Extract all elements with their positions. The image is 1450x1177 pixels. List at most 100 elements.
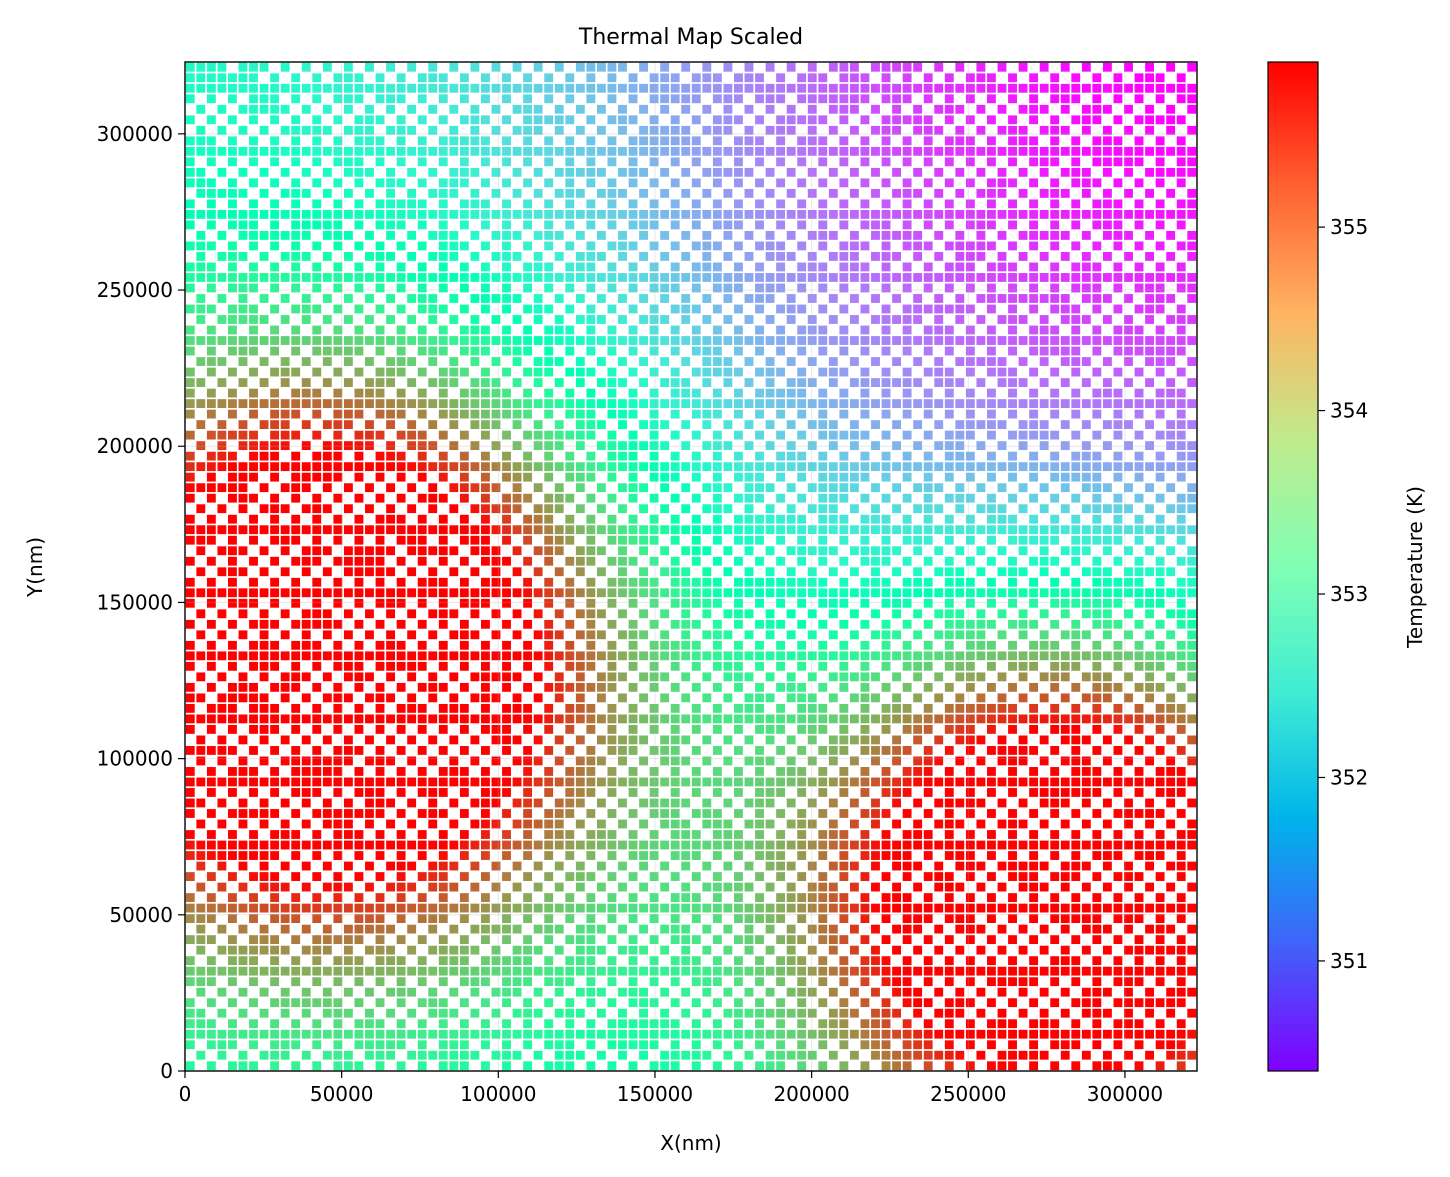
heatmap-cell bbox=[976, 630, 986, 640]
heatmap-cell bbox=[259, 661, 269, 671]
heatmap-cell bbox=[185, 525, 195, 535]
heatmap-cell bbox=[818, 346, 828, 356]
heatmap-cell bbox=[976, 462, 986, 472]
heatmap-cell bbox=[913, 504, 923, 514]
heatmap-cell bbox=[554, 1029, 564, 1039]
heatmap-cell bbox=[1008, 567, 1017, 577]
heatmap-cell bbox=[575, 1008, 585, 1018]
heatmap-cell bbox=[291, 252, 301, 261]
heatmap-cell bbox=[491, 556, 501, 566]
heatmap-cell bbox=[786, 945, 796, 955]
heatmap-cell bbox=[449, 987, 459, 997]
heatmap-cell bbox=[481, 1061, 490, 1071]
heatmap-cell bbox=[565, 1040, 575, 1050]
heatmap-cell bbox=[618, 546, 627, 556]
heatmap-cell bbox=[691, 399, 701, 408]
heatmap-cell bbox=[1187, 661, 1197, 671]
heatmap-cell bbox=[1102, 525, 1112, 535]
heatmap-cell bbox=[238, 346, 248, 356]
heatmap-cell bbox=[544, 998, 554, 1008]
heatmap-cell bbox=[396, 472, 406, 482]
heatmap-cell bbox=[438, 840, 448, 850]
heatmap-cell bbox=[1113, 998, 1123, 1008]
heatmap-cell bbox=[1145, 903, 1154, 913]
heatmap-cell bbox=[702, 756, 712, 766]
heatmap-cell bbox=[270, 998, 280, 1008]
heatmap-cell bbox=[765, 945, 775, 955]
heatmap-cell bbox=[1134, 977, 1144, 987]
heatmap-cell bbox=[807, 945, 817, 955]
heatmap-cell bbox=[1134, 535, 1144, 545]
heatmap-cell bbox=[1155, 945, 1165, 955]
heatmap-cell bbox=[1081, 882, 1091, 892]
heatmap-cell bbox=[839, 872, 849, 881]
heatmap-cell bbox=[512, 903, 522, 913]
heatmap-cell bbox=[1008, 399, 1017, 408]
heatmap-cell bbox=[449, 420, 459, 430]
heatmap-cell bbox=[259, 451, 269, 461]
heatmap-cell bbox=[1155, 409, 1165, 419]
heatmap-cell bbox=[649, 619, 659, 629]
heatmap-cell bbox=[1134, 462, 1144, 472]
heatmap-cell bbox=[407, 672, 417, 682]
heatmap-cell bbox=[807, 588, 817, 598]
heatmap-cell bbox=[712, 840, 722, 850]
heatmap-cell bbox=[185, 399, 195, 408]
heatmap-cell bbox=[228, 430, 237, 440]
heatmap-cell bbox=[196, 378, 206, 387]
heatmap-cell bbox=[1134, 588, 1144, 598]
heatmap-cell bbox=[1134, 598, 1144, 608]
heatmap-cell bbox=[554, 493, 564, 503]
heatmap-cell bbox=[533, 315, 543, 324]
heatmap-cell bbox=[196, 851, 206, 860]
heatmap-cell bbox=[702, 882, 712, 892]
heatmap-cell bbox=[291, 703, 301, 713]
heatmap-cell bbox=[1060, 882, 1070, 892]
heatmap-cell bbox=[828, 1050, 838, 1060]
heatmap-cell bbox=[681, 388, 691, 398]
heatmap-cell bbox=[997, 819, 1007, 829]
heatmap-cell bbox=[923, 914, 933, 924]
heatmap-cell bbox=[902, 777, 912, 787]
heatmap-cell bbox=[765, 903, 775, 913]
heatmap-cell bbox=[628, 346, 638, 356]
heatmap-cell bbox=[1102, 840, 1112, 850]
heatmap-cell bbox=[628, 630, 638, 640]
heatmap-cell bbox=[1155, 399, 1165, 408]
heatmap-cell bbox=[955, 903, 965, 913]
heatmap-cell bbox=[354, 703, 364, 713]
heatmap-cell bbox=[860, 273, 870, 282]
heatmap-cell bbox=[196, 262, 206, 272]
heatmap-cell bbox=[185, 367, 195, 377]
heatmap-cell bbox=[565, 430, 575, 440]
heatmap-cell bbox=[923, 661, 933, 671]
heatmap-cell bbox=[343, 1050, 353, 1060]
heatmap-cell bbox=[1155, 725, 1165, 734]
heatmap-cell bbox=[1113, 956, 1123, 966]
heatmap-cell bbox=[691, 682, 701, 692]
heatmap-cell bbox=[765, 987, 775, 997]
heatmap-cell bbox=[438, 399, 448, 408]
heatmap-cell bbox=[849, 672, 859, 682]
heatmap-cell bbox=[755, 409, 764, 419]
heatmap-cell bbox=[523, 703, 533, 713]
heatmap-cell bbox=[375, 409, 385, 419]
heatmap-cell bbox=[502, 966, 511, 976]
heatmap-cell bbox=[1166, 609, 1176, 619]
heatmap-cell bbox=[1113, 977, 1123, 987]
heatmap-cell bbox=[860, 409, 870, 419]
heatmap-cell bbox=[818, 598, 828, 608]
heatmap-cell bbox=[586, 262, 596, 272]
heatmap-cell bbox=[765, 1050, 775, 1060]
heatmap-cell bbox=[291, 851, 301, 860]
heatmap-cell bbox=[1102, 682, 1112, 692]
heatmap-cell bbox=[1092, 588, 1102, 598]
heatmap-cell bbox=[1039, 924, 1049, 934]
heatmap-cell bbox=[228, 336, 237, 345]
heatmap-cell bbox=[333, 725, 343, 734]
heatmap-cell bbox=[923, 788, 933, 797]
heatmap-cell bbox=[259, 1029, 269, 1039]
heatmap-cell bbox=[892, 693, 901, 703]
heatmap-cell bbox=[217, 966, 227, 976]
heatmap-cell bbox=[997, 336, 1007, 345]
